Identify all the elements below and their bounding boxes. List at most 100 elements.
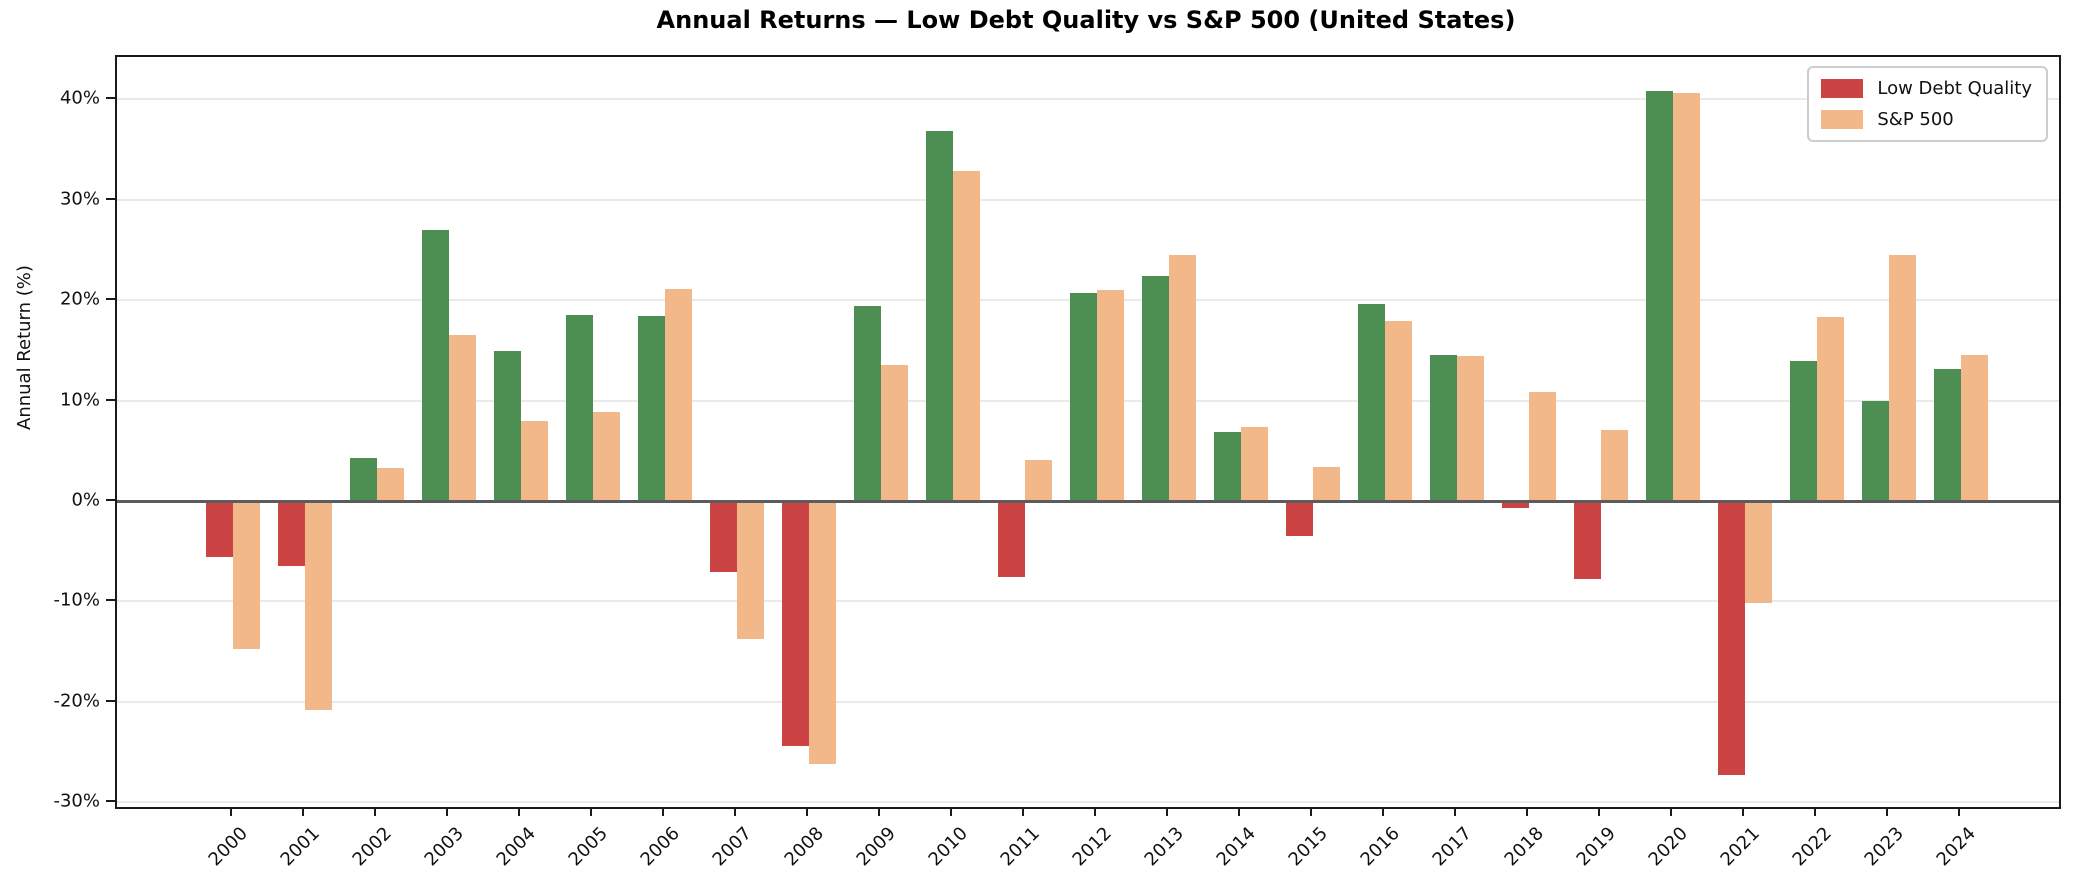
x-tick-mark — [1958, 807, 1960, 816]
bar-sp500-2018 — [1529, 391, 1556, 501]
x-tick-label-2009: 2009 — [852, 823, 900, 871]
bar-low-debt-quality-2007 — [710, 501, 737, 573]
y-tick-label: 40% — [59, 87, 100, 109]
bar-low-debt-quality-2017 — [1430, 355, 1457, 501]
bar-sp500-2007 — [737, 501, 764, 639]
x-tick-label-2007: 2007 — [708, 823, 756, 871]
y-tick-mark — [106, 699, 115, 702]
bar-sp500-2013 — [1169, 255, 1196, 501]
bar-sp500-2016 — [1385, 321, 1412, 501]
legend-item-sp500: S&P 500 — [1821, 109, 2032, 130]
x-tick-label-2024: 2024 — [1932, 823, 1980, 871]
bar-low-debt-quality-2022 — [1790, 361, 1817, 501]
x-tick-label-2017: 2017 — [1428, 823, 1476, 871]
x-tick-mark — [1526, 807, 1528, 816]
x-tick-label-2002: 2002 — [348, 823, 396, 871]
gridline — [117, 98, 2059, 101]
y-tick-label: -20% — [53, 690, 100, 712]
legend-item-low-debt-quality: Low Debt Quality — [1821, 78, 2032, 99]
x-tick-mark — [1310, 807, 1312, 816]
bar-low-debt-quality-2011 — [998, 501, 1025, 578]
x-tick-mark — [1670, 807, 1672, 816]
gridline — [117, 198, 2059, 201]
x-tick-label-2023: 2023 — [1860, 823, 1908, 871]
y-tick-label: 20% — [59, 288, 100, 310]
bar-low-debt-quality-2024 — [1934, 369, 1961, 501]
x-tick-label-2006: 2006 — [636, 823, 684, 871]
bar-sp500-2002 — [377, 467, 404, 501]
x-tick-mark — [1886, 807, 1888, 816]
bar-sp500-2006 — [665, 289, 692, 501]
x-tick-mark — [1454, 807, 1456, 816]
bar-sp500-2017 — [1457, 356, 1484, 501]
bar-sp500-2019 — [1601, 429, 1628, 501]
y-tick-label: 30% — [59, 188, 100, 210]
x-tick-mark — [446, 807, 448, 816]
x-tick-mark — [878, 807, 880, 816]
x-tick-label-2014: 2014 — [1212, 823, 1260, 871]
x-tick-label-2010: 2010 — [924, 823, 972, 871]
gridline — [117, 700, 2059, 703]
bar-sp500-2024 — [1961, 355, 1988, 501]
chart-title: Annual Returns — Low Debt Quality vs S&P… — [656, 6, 1516, 34]
x-tick-label-2013: 2013 — [1140, 823, 1188, 871]
y-tick-mark — [106, 97, 115, 100]
legend-swatch-low-debt-quality — [1821, 79, 1864, 98]
x-tick-mark — [518, 807, 520, 816]
x-tick-label-2008: 2008 — [780, 823, 828, 871]
bar-low-debt-quality-2005 — [566, 315, 593, 501]
bar-low-debt-quality-2014 — [1214, 431, 1241, 501]
y-tick-mark — [106, 398, 115, 401]
bar-sp500-2000 — [233, 501, 260, 649]
bar-low-debt-quality-2002 — [350, 457, 377, 501]
bar-low-debt-quality-2001 — [278, 501, 305, 567]
x-tick-mark — [1166, 807, 1168, 816]
x-tick-label-2018: 2018 — [1500, 823, 1548, 871]
x-tick-mark — [806, 807, 808, 816]
x-tick-label-2003: 2003 — [420, 823, 468, 871]
y-tick-label: -30% — [53, 790, 100, 812]
bar-sp500-2004 — [521, 420, 548, 501]
bar-low-debt-quality-2023 — [1862, 400, 1889, 501]
zero-line — [117, 500, 2059, 503]
bar-low-debt-quality-2008 — [782, 501, 809, 746]
bar-low-debt-quality-2009 — [854, 306, 881, 501]
x-tick-mark — [590, 807, 592, 816]
x-tick-label-2021: 2021 — [1716, 823, 1764, 871]
x-tick-label-2022: 2022 — [1788, 823, 1836, 871]
bar-sp500-2011 — [1025, 459, 1052, 501]
bar-sp500-2010 — [953, 170, 980, 501]
y-tick-mark — [106, 298, 115, 301]
y-tick-mark — [106, 197, 115, 200]
x-tick-mark — [302, 807, 304, 816]
x-tick-label-2015: 2015 — [1284, 823, 1332, 871]
x-tick-mark — [950, 807, 952, 816]
bar-sp500-2005 — [593, 411, 620, 501]
x-tick-mark — [374, 807, 376, 816]
x-tick-mark — [1382, 807, 1384, 816]
gridline — [117, 801, 2059, 804]
x-tick-label-2000: 2000 — [204, 823, 252, 871]
legend-swatch-sp500 — [1821, 110, 1864, 129]
bar-low-debt-quality-2010 — [926, 130, 953, 501]
y-tick-label: -10% — [53, 589, 100, 611]
bar-low-debt-quality-2020 — [1646, 91, 1673, 501]
bar-low-debt-quality-2015 — [1286, 501, 1313, 537]
x-tick-mark — [1094, 807, 1096, 816]
x-tick-label-2020: 2020 — [1644, 823, 1692, 871]
x-tick-mark — [1238, 807, 1240, 816]
x-tick-mark — [1814, 807, 1816, 816]
bar-low-debt-quality-2012 — [1070, 293, 1097, 501]
x-tick-mark — [662, 807, 664, 816]
legend-label-low-debt-quality: Low Debt Quality — [1877, 78, 2032, 99]
x-tick-mark — [1022, 807, 1024, 816]
bar-sp500-2020 — [1673, 93, 1700, 501]
bar-sp500-2015 — [1313, 466, 1340, 501]
x-tick-label-2019: 2019 — [1572, 823, 1620, 871]
bar-low-debt-quality-2018 — [1502, 501, 1529, 509]
bar-sp500-2022 — [1817, 317, 1844, 501]
y-tick-label: 0% — [71, 489, 100, 511]
bar-low-debt-quality-2016 — [1358, 304, 1385, 501]
bar-low-debt-quality-2013 — [1142, 276, 1169, 501]
